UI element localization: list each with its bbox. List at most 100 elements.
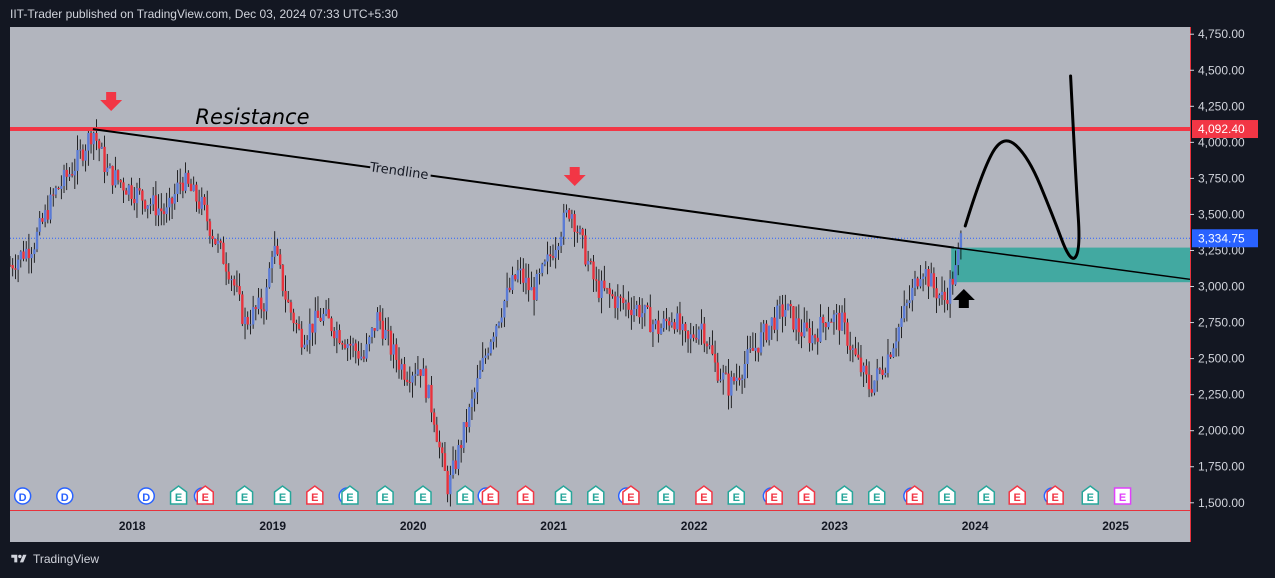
candle-down xyxy=(703,323,706,344)
event-marker-earnings[interactable] xyxy=(481,485,500,505)
event-marker-earnings[interactable] xyxy=(587,485,605,505)
price-chart[interactable]: 4,750.00 4,500.00 4,250.00 4,000.00 3,750.00… xyxy=(10,27,1265,542)
candle-down xyxy=(262,309,266,312)
event-marker-earnings[interactable] xyxy=(1046,485,1064,505)
event-marker-earnings[interactable] xyxy=(235,485,254,505)
event-marker-earnings[interactable] xyxy=(516,485,535,505)
event-marker-earnings[interactable] xyxy=(196,485,215,505)
candle-down xyxy=(592,261,595,280)
candle-down xyxy=(95,133,98,141)
event-marker-dividend[interactable] xyxy=(56,487,74,505)
candle-up xyxy=(38,218,41,232)
candle-up xyxy=(730,376,733,396)
candle-down xyxy=(124,190,128,195)
y-tick-label: 4,750.00 xyxy=(1198,27,1245,41)
candle-down xyxy=(287,299,290,303)
event-marker-letter: D xyxy=(142,492,150,504)
demand-zone[interactable] xyxy=(951,247,1190,283)
candle-up xyxy=(624,302,628,304)
candle-up xyxy=(270,256,274,269)
candle-up xyxy=(497,322,501,326)
candle-down xyxy=(260,297,263,310)
event-marker-earnings[interactable] xyxy=(1113,487,1132,505)
x-tick-label: 2020 xyxy=(400,519,427,533)
trendline-extension[interactable] xyxy=(953,246,1191,281)
candle-up xyxy=(643,305,647,314)
candle-down xyxy=(292,312,295,324)
candle-up xyxy=(365,344,368,359)
time-axis[interactable] xyxy=(10,510,1190,542)
event-marker-dividend[interactable] xyxy=(137,487,156,505)
candle-up xyxy=(894,341,898,349)
candle-down xyxy=(878,368,882,370)
trendline[interactable] xyxy=(92,128,955,249)
event-marker-letter: E xyxy=(419,492,426,504)
event-marker-earnings[interactable] xyxy=(456,485,474,505)
event-marker-earnings[interactable] xyxy=(414,485,432,505)
event-marker-earnings[interactable] xyxy=(977,485,996,505)
event-marker-earnings[interactable] xyxy=(1008,485,1026,505)
event-marker-earnings[interactable] xyxy=(727,485,746,505)
event-marker-earnings[interactable] xyxy=(306,485,324,505)
candle-up xyxy=(530,287,533,291)
candle-down xyxy=(27,248,31,259)
candle-down xyxy=(459,445,463,448)
candle-up xyxy=(308,323,312,340)
event-marker-earnings[interactable] xyxy=(554,485,573,505)
candle-up xyxy=(76,150,79,171)
candle-up xyxy=(473,392,476,399)
candle-down xyxy=(300,328,303,348)
candle-down xyxy=(189,183,193,191)
candle-down xyxy=(170,197,174,204)
event-marker-earnings[interactable] xyxy=(169,485,188,505)
event-marker-letter: E xyxy=(279,492,286,504)
event-marker-earnings[interactable] xyxy=(622,485,640,505)
candle-down xyxy=(219,240,222,243)
candle-down xyxy=(805,322,809,329)
arrow-down-icon xyxy=(100,91,123,111)
event-marker-earnings[interactable] xyxy=(835,485,854,505)
candle-down xyxy=(951,278,955,285)
event-marker-earnings[interactable] xyxy=(341,485,359,505)
candle-down xyxy=(622,297,625,304)
candle-up xyxy=(165,207,168,215)
candle-up xyxy=(457,445,460,470)
candle-down xyxy=(22,251,25,259)
event-marker-earnings[interactable] xyxy=(376,485,394,505)
x-tick-label: 2023 xyxy=(821,519,848,533)
event-marker-letter: E xyxy=(803,492,810,504)
candle-up xyxy=(146,205,149,209)
event-marker-earnings[interactable] xyxy=(905,485,924,505)
projection-drawing[interactable] xyxy=(963,74,1081,260)
event-marker-dividend[interactable] xyxy=(13,487,32,505)
candle-up xyxy=(376,312,379,331)
candle-down xyxy=(611,294,614,297)
candle-down xyxy=(638,304,641,318)
chart-area[interactable]: 4,750.00 4,500.00 4,250.00 4,000.00 3,750.00… xyxy=(10,27,1265,542)
tradingview-footer[interactable]: TradingView xyxy=(10,552,99,566)
candle-up xyxy=(500,317,503,323)
candle-down xyxy=(867,374,871,390)
event-marker-earnings[interactable] xyxy=(695,485,713,505)
event-marker-letter: E xyxy=(311,492,318,504)
event-marker-earnings[interactable] xyxy=(797,485,816,505)
candle-up xyxy=(913,278,917,288)
event-marker-earnings[interactable] xyxy=(657,485,675,505)
candle-up xyxy=(892,348,895,358)
x-tick-label: 2022 xyxy=(681,519,708,533)
candle-up xyxy=(62,169,66,187)
event-marker-earnings[interactable] xyxy=(867,485,886,505)
candle-up xyxy=(54,187,58,195)
event-marker-earnings[interactable] xyxy=(938,485,956,505)
candle-down xyxy=(589,261,593,263)
event-marker-earnings[interactable] xyxy=(765,485,783,505)
candle-up xyxy=(697,329,701,340)
candle-up xyxy=(938,295,941,299)
tradingview-logo-icon xyxy=(11,554,27,563)
event-marker-earnings[interactable] xyxy=(273,485,292,505)
candle-down xyxy=(665,318,668,322)
event-marker-earnings[interactable] xyxy=(1081,485,1100,505)
candle-down xyxy=(846,322,849,346)
candle-down xyxy=(711,345,714,354)
price-axis[interactable] xyxy=(1190,27,1265,542)
